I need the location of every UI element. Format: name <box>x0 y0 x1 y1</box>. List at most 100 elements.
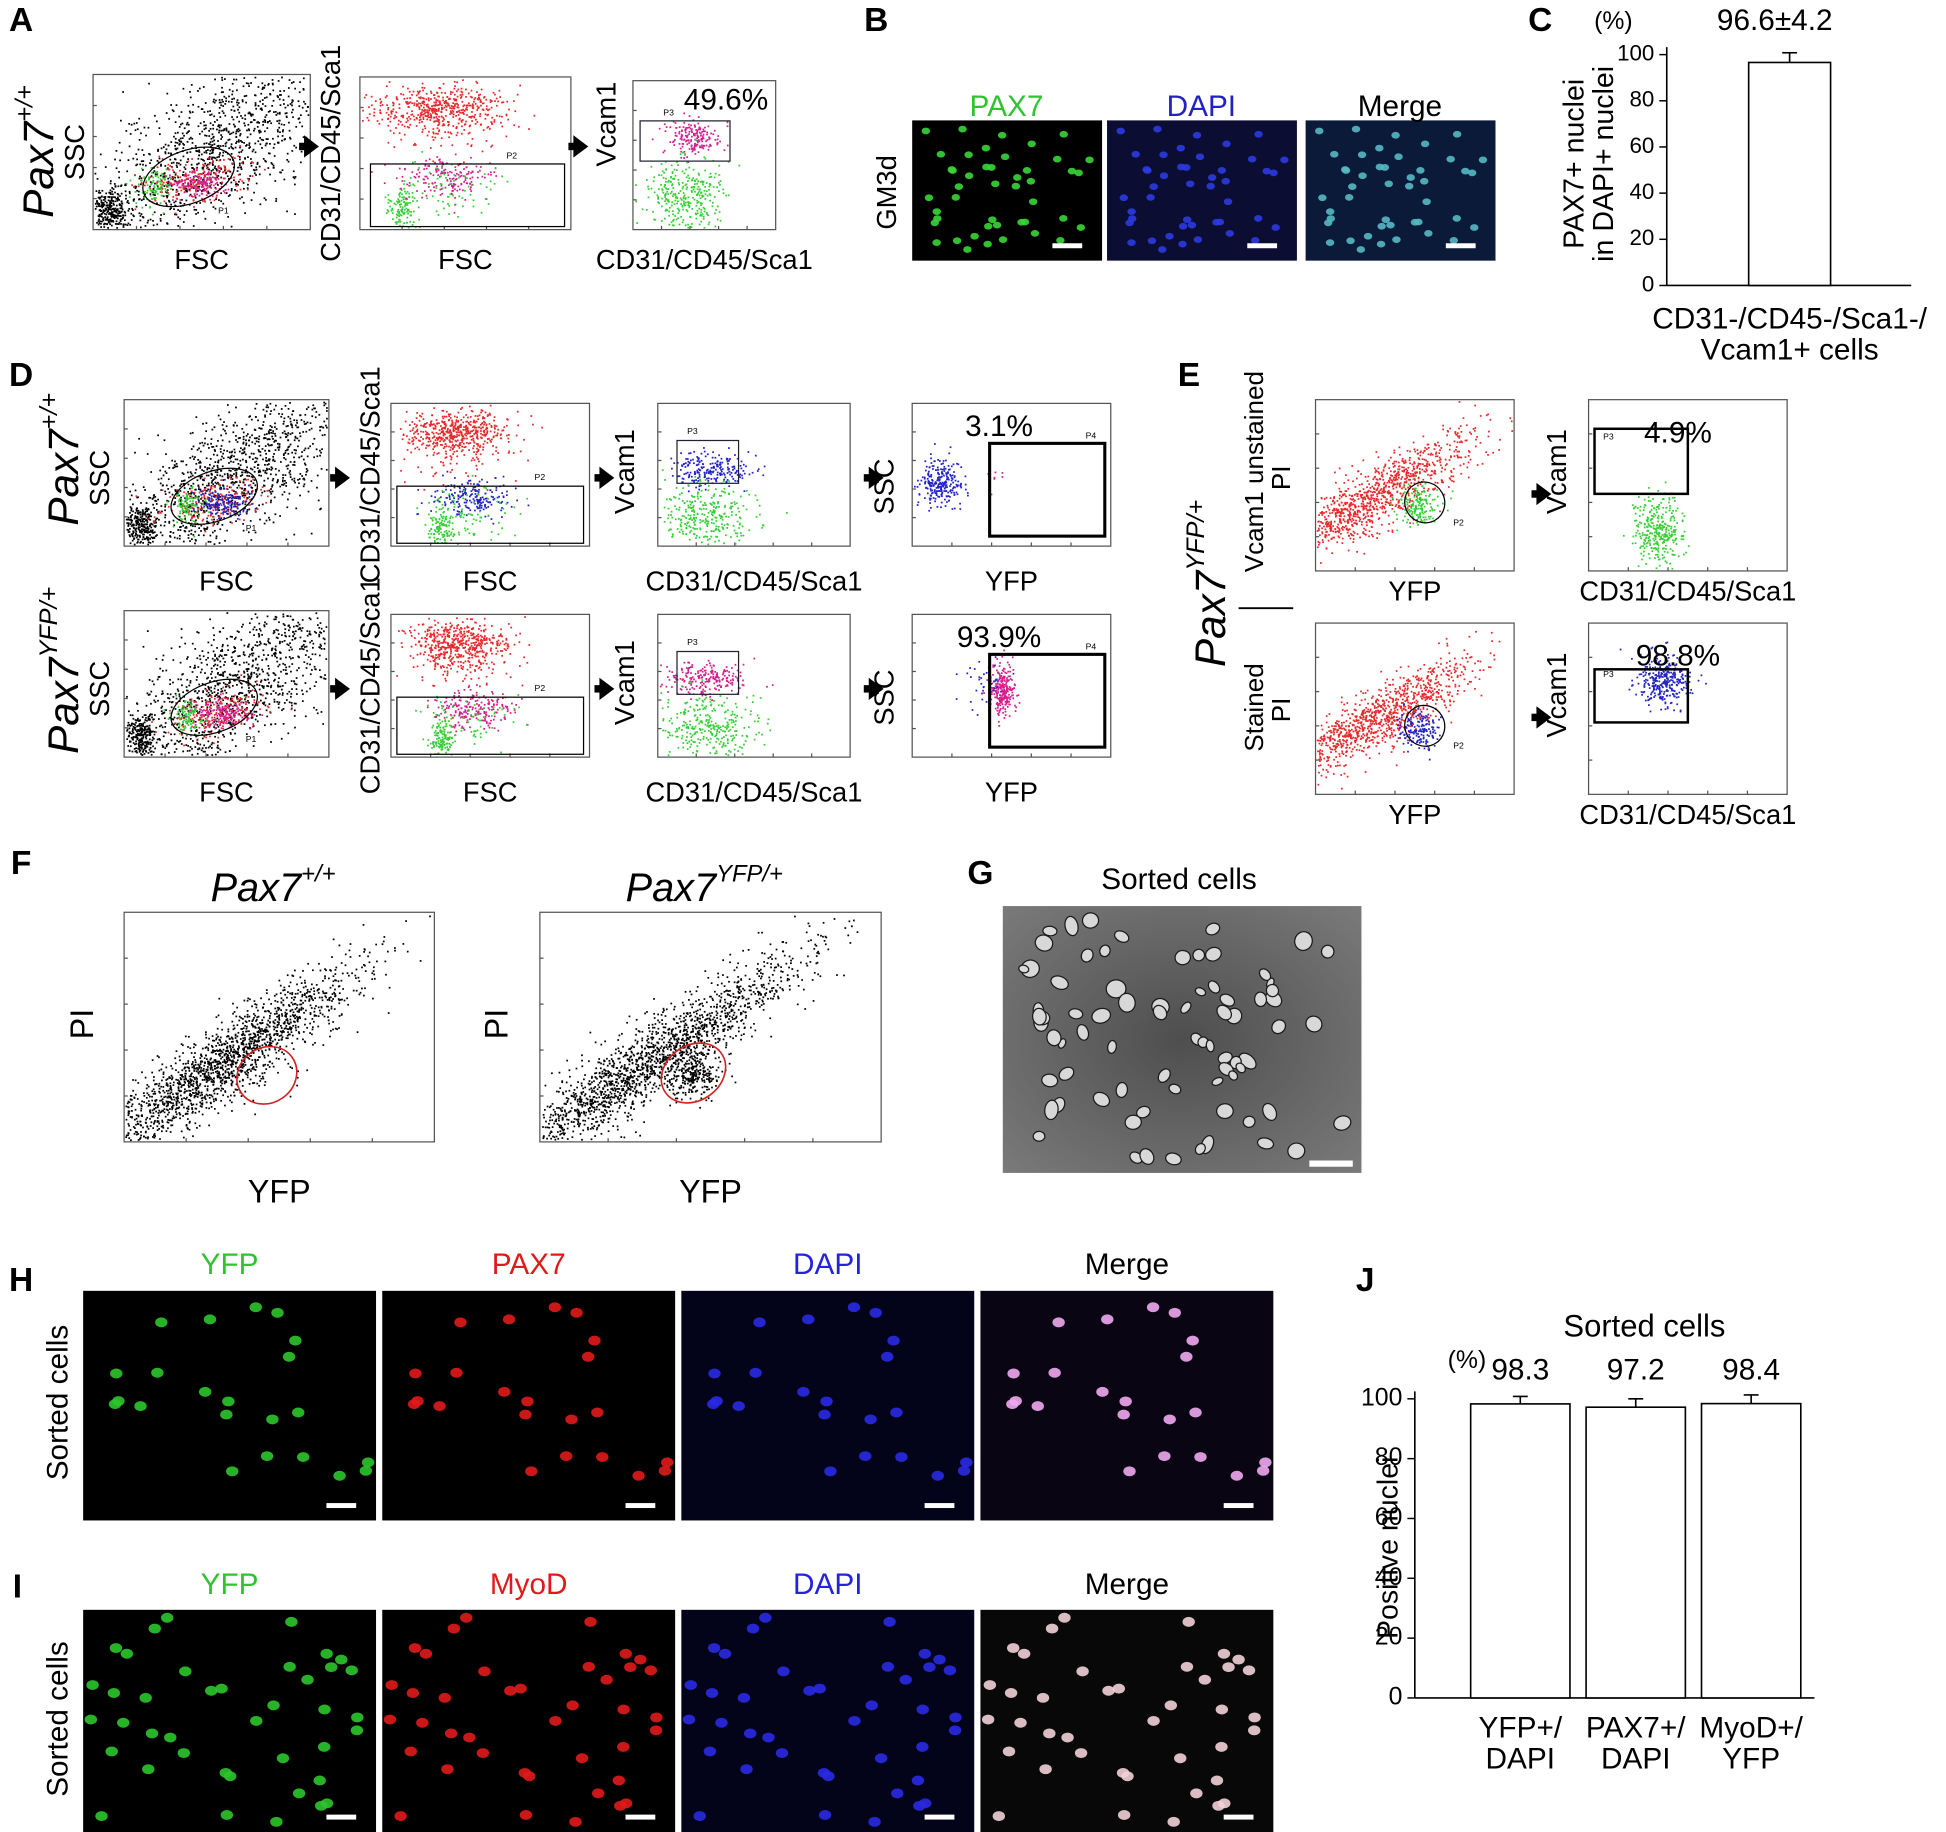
event-dot <box>173 110 175 112</box>
event-dot <box>237 184 239 186</box>
event-dot <box>291 105 293 107</box>
event-dot <box>411 171 413 173</box>
event-dot <box>460 184 462 186</box>
event-dot <box>387 109 389 111</box>
event-dot <box>269 110 271 112</box>
event-dot <box>413 116 415 118</box>
event-dot <box>410 211 412 213</box>
event-dot <box>202 164 204 166</box>
event-dot <box>207 178 209 180</box>
event-dot <box>203 121 205 123</box>
event-dot <box>250 158 252 160</box>
event-dot <box>258 86 260 88</box>
event-dot <box>412 224 414 226</box>
event-dot <box>149 207 151 209</box>
event-dot <box>394 117 396 119</box>
event-dot <box>457 106 459 108</box>
event-dot <box>242 101 244 103</box>
event-dot <box>108 199 110 201</box>
event-dot <box>168 118 170 120</box>
event-dot <box>210 187 212 189</box>
event-dot <box>243 77 245 79</box>
event-dot <box>479 113 481 115</box>
event-dot <box>248 144 250 146</box>
event-dot <box>185 173 187 175</box>
event-dot <box>98 220 100 222</box>
event-dot <box>267 138 269 140</box>
event-dot <box>110 180 112 182</box>
event-dot <box>453 114 455 116</box>
event-dot <box>299 81 301 83</box>
event-dot <box>175 194 177 196</box>
event-dot <box>447 174 449 176</box>
event-dot <box>178 116 180 118</box>
event-dot <box>110 201 112 203</box>
event-dot <box>211 181 213 183</box>
event-dot <box>416 95 418 97</box>
event-dot <box>445 187 447 189</box>
event-dot <box>480 101 482 103</box>
event-dot <box>250 133 252 135</box>
event-dot <box>287 153 289 155</box>
event-dot <box>154 115 156 117</box>
event-dot <box>231 94 233 96</box>
event-dot <box>169 184 171 186</box>
event-dot <box>114 196 116 198</box>
event-dot <box>234 157 236 159</box>
event-dot <box>139 220 141 222</box>
event-dot <box>266 127 268 129</box>
event-dot <box>454 100 456 102</box>
event-dot <box>222 171 224 173</box>
event-dot <box>207 111 209 113</box>
event-dot <box>210 138 212 140</box>
event-dot <box>196 193 198 195</box>
event-dot <box>143 198 145 200</box>
event-dot <box>98 197 100 199</box>
event-dot <box>513 100 515 102</box>
event-dot <box>220 104 222 106</box>
event-dot <box>195 188 197 190</box>
event-dot <box>154 183 156 185</box>
event-dot <box>191 179 193 181</box>
event-dot <box>196 168 198 170</box>
event-dot <box>407 106 409 108</box>
event-dot <box>416 105 418 107</box>
event-dot <box>451 172 453 174</box>
event-dot <box>244 212 246 214</box>
event-dot <box>172 199 174 201</box>
event-dot <box>404 205 406 207</box>
event-dot <box>220 167 222 169</box>
event-dot <box>119 195 121 197</box>
event-dot <box>175 174 177 176</box>
event-dot <box>179 141 181 143</box>
event-dot <box>417 114 419 116</box>
event-dot <box>476 91 478 93</box>
event-dot <box>461 96 463 98</box>
event-dot <box>432 136 434 138</box>
event-dot <box>424 125 426 127</box>
event-dot <box>203 143 205 145</box>
event-dot <box>490 146 492 148</box>
genotype: Pax7+/+ <box>10 85 62 218</box>
event-dot <box>214 79 216 81</box>
event-dot <box>279 171 281 173</box>
flow-plot <box>93 74 310 229</box>
event-dot <box>201 131 203 133</box>
event-dot <box>209 183 211 185</box>
event-dot <box>176 164 178 166</box>
event-dot <box>406 112 408 114</box>
event-dot <box>429 119 431 121</box>
event-dot <box>195 184 197 186</box>
event-dot <box>102 218 104 220</box>
event-dot <box>400 139 402 141</box>
event-dot <box>210 174 212 176</box>
event-dot <box>169 176 171 178</box>
event-dot <box>198 154 200 156</box>
event-dot <box>461 120 463 122</box>
event-dot <box>402 117 404 119</box>
event-dot <box>220 177 222 179</box>
event-dot <box>231 133 233 135</box>
event-dot <box>160 214 162 216</box>
event-dot <box>236 141 238 143</box>
event-dot <box>139 176 141 178</box>
